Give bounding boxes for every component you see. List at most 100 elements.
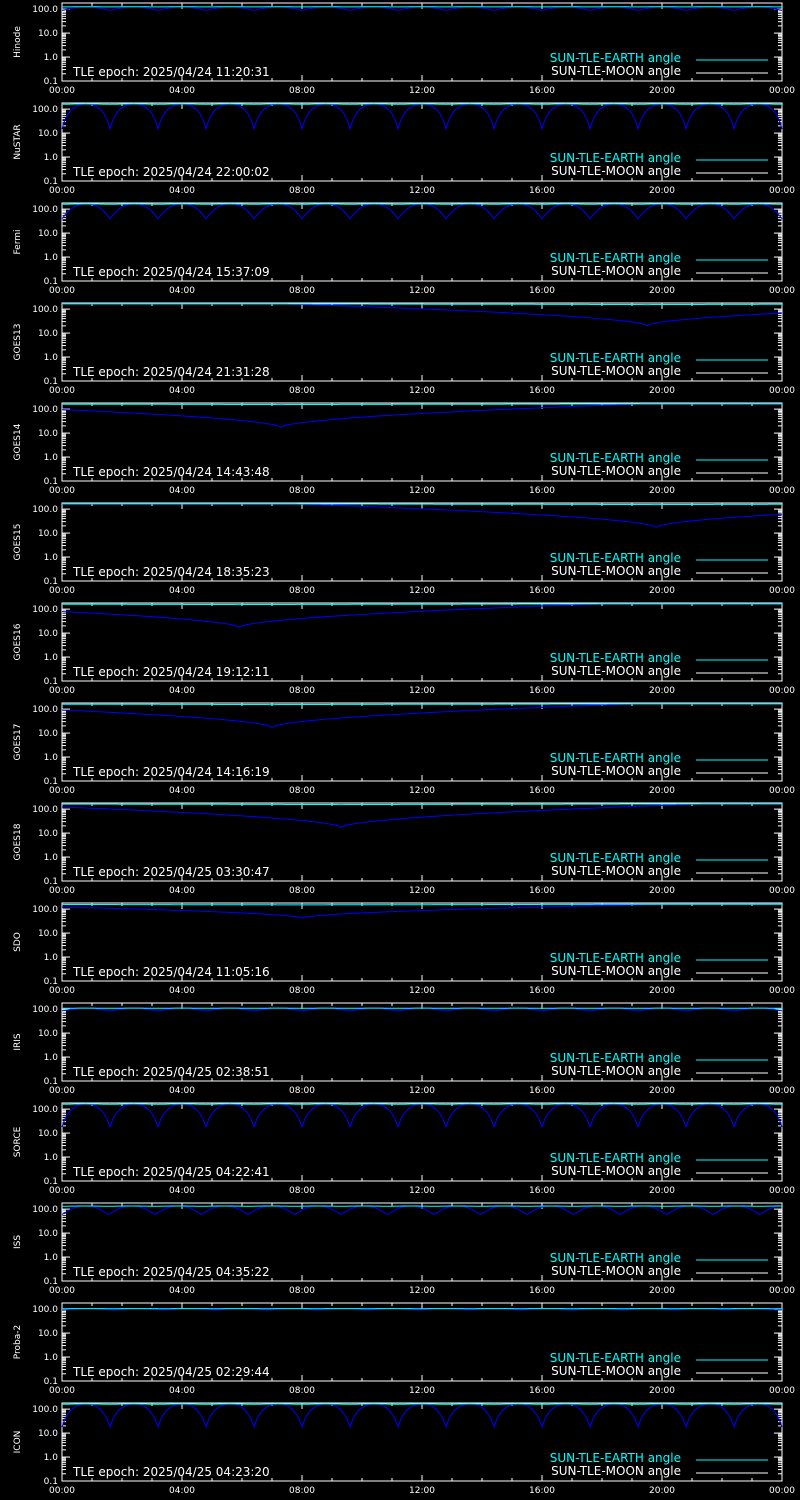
legend-moon-label: SUN-TLE-MOON angle — [551, 1164, 681, 1178]
x-tick-label: 08:00 — [289, 286, 315, 296]
x-tick-label: 12:00 — [409, 286, 435, 296]
y-tick-label: 10.0 — [38, 429, 58, 439]
legend-earth-label: SUN-TLE-EARTH angle — [550, 851, 681, 865]
tle-epoch-label: TLE epoch: 2025/04/25 04:35:22 — [72, 1265, 270, 1279]
legend-moon-label: SUN-TLE-MOON angle — [551, 164, 681, 178]
x-tick-label: 04:00 — [169, 486, 195, 496]
x-tick-label: 08:00 — [289, 1286, 315, 1296]
x-tick-label: 16:00 — [529, 1086, 555, 1096]
legend-moon-label: SUN-TLE-MOON angle — [551, 1064, 681, 1078]
tle-epoch-label: TLE epoch: 2025/04/24 19:12:11 — [72, 665, 270, 679]
y-tick-label: 1.0 — [44, 953, 59, 963]
x-tick-label: 08:00 — [289, 586, 315, 596]
legend-moon-label: SUN-TLE-MOON angle — [551, 1464, 681, 1478]
y-tick-label: 0.1 — [44, 1477, 58, 1487]
y-tick-label: 1.0 — [44, 1453, 59, 1463]
legend-moon-label: SUN-TLE-MOON angle — [551, 264, 681, 278]
x-tick-label: 12:00 — [409, 386, 435, 396]
x-tick-label: 00:00 — [49, 1386, 75, 1396]
y-tick-label: 10.0 — [38, 729, 58, 739]
x-tick-label: 08:00 — [289, 986, 315, 996]
tle-epoch-label: TLE epoch: 2025/04/24 11:05:16 — [72, 965, 270, 979]
tle-epoch-label: TLE epoch: 2025/04/24 22:00:02 — [72, 165, 270, 179]
y-tick-label: 0.1 — [44, 77, 58, 87]
chart-svg: 100.010.01.00.100:00 04:00 08:00 12:00 16:00… — [13, 2, 795, 96]
x-tick-label: 16:00 — [529, 686, 555, 696]
legend-moon-label: SUN-TLE-MOON angle — [551, 764, 681, 778]
satellite-label: SORCE — [13, 1126, 23, 1157]
chart-svg: 100.010.01.00.100:00 04:00 08:00 12:00 16:00… — [13, 1202, 795, 1296]
x-tick-label: 08:00 — [289, 86, 315, 96]
satellite-label: Proba-2 — [13, 1325, 23, 1359]
x-tick-label: 12:00 — [409, 1086, 435, 1096]
x-tick-label: 04:00 — [169, 686, 195, 696]
x-tick-label: 00:00 — [49, 1286, 75, 1296]
x-tick-label: 00:00 — [49, 1186, 75, 1196]
legend-earth-label: SUN-TLE-EARTH angle — [550, 351, 681, 365]
x-tick-label: 04:00 — [169, 1286, 195, 1296]
x-tick-label: 16:00 — [529, 1386, 555, 1396]
y-tick-label: 100.0 — [32, 205, 58, 215]
satellite-label: SDO — [13, 932, 23, 952]
x-tick-label: 08:00 — [289, 386, 315, 396]
x-tick-label: 00:00 — [769, 1186, 795, 1196]
y-tick-label: 10.0 — [38, 1129, 58, 1139]
x-tick-label: 08:00 — [289, 486, 315, 496]
x-tick-label: 00:00 — [49, 386, 75, 396]
y-tick-label: 0.1 — [44, 777, 58, 787]
x-tick-label: 00:00 — [769, 886, 795, 896]
y-tick-label: 1.0 — [44, 53, 59, 63]
chart-svg: 100.010.01.00.100:00 04:00 08:00 12:00 16:00… — [13, 1102, 795, 1196]
legend-moon-label: SUN-TLE-MOON angle — [551, 1264, 681, 1278]
x-tick-label: 04:00 — [169, 286, 195, 296]
chart-panel-sorce: 100.0 10.0 1.0 0.1 00:00 04:00 08:00 12:00 16:00… — [0, 1100, 800, 1200]
y-tick-label: 1.0 — [44, 353, 59, 363]
y-tick-label: 0.1 — [44, 1277, 58, 1287]
x-tick-label: 16:00 — [529, 786, 555, 796]
chart-svg: 100.010.01.00.100:00 04:00 08:00 12:00 16:00… — [13, 1002, 795, 1096]
y-tick-label: 1.0 — [44, 853, 59, 863]
x-tick-label: 16:00 — [529, 1286, 555, 1296]
x-tick-label: 08:00 — [289, 1086, 315, 1096]
x-tick-label: 00:00 — [769, 186, 795, 196]
y-tick-label: 100.0 — [32, 805, 58, 815]
chart-panel-goes15: 100.0 10.0 1.0 0.1 00:00 04:00 08:00 12:00 16:00… — [0, 500, 800, 600]
legend-earth-label: SUN-TLE-EARTH angle — [550, 651, 681, 665]
x-tick-label: 12:00 — [409, 686, 435, 696]
y-tick-label: 100.0 — [32, 1405, 58, 1415]
y-tick-label: 10.0 — [38, 829, 58, 839]
x-tick-label: 00:00 — [49, 686, 75, 696]
tle-epoch-label: TLE epoch: 2025/04/24 18:35:23 — [72, 565, 270, 579]
x-tick-label: 04:00 — [169, 1186, 195, 1196]
legend-moon-label: SUN-TLE-MOON angle — [551, 664, 681, 678]
x-tick-label: 12:00 — [409, 986, 435, 996]
chart-panel-iris: 100.0 10.0 1.0 0.1 00:00 04:00 08:00 12:00 16:00… — [0, 1000, 800, 1100]
x-tick-label: 20:00 — [649, 786, 675, 796]
x-tick-label: 16:00 — [529, 486, 555, 496]
tle-epoch-label: TLE epoch: 2025/04/24 14:16:19 — [72, 765, 270, 779]
series-sun-tle-moon — [61, 803, 782, 829]
chart-svg: 100.010.01.00.100:00 04:00 08:00 12:00 16:00… — [13, 602, 795, 696]
y-tick-label: 100.0 — [32, 1305, 58, 1315]
x-tick-label: 20:00 — [649, 1086, 675, 1096]
x-tick-label: 00:00 — [769, 586, 795, 596]
x-tick-label: 00:00 — [769, 1086, 795, 1096]
x-tick-label: 20:00 — [649, 1486, 675, 1496]
chart-svg: 100.010.01.00.100:00 04:00 08:00 12:00 16:00… — [13, 402, 795, 496]
y-tick-label: 0.1 — [44, 177, 58, 187]
x-tick-label: 20:00 — [649, 86, 675, 96]
chart-svg: 100.010.01.00.100:00 04:00 08:00 12:00 16:00… — [13, 202, 795, 296]
y-tick-label: 0.1 — [44, 877, 58, 887]
y-tick-label: 10.0 — [38, 29, 58, 39]
x-tick-label: 00:00 — [49, 886, 75, 896]
x-tick-label: 16:00 — [529, 986, 555, 996]
x-tick-label: 00:00 — [769, 86, 795, 96]
y-tick-label: 10.0 — [38, 129, 58, 139]
satellite-label: ICON — [13, 1431, 23, 1454]
x-tick-label: 04:00 — [169, 86, 195, 96]
x-tick-label: 00:00 — [769, 686, 795, 696]
tle-epoch-label: TLE epoch: 2025/04/25 04:22:41 — [72, 1165, 270, 1179]
x-tick-label: 00:00 — [49, 286, 75, 296]
legend-earth-label: SUN-TLE-EARTH angle — [550, 1451, 681, 1465]
